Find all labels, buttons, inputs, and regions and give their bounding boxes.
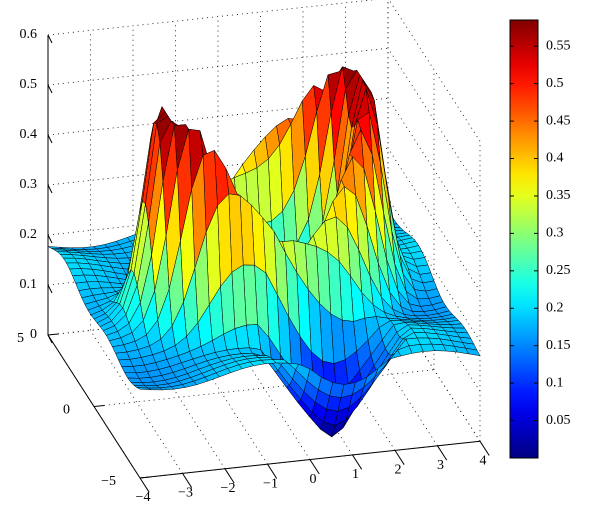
colorbar-tick-label: 0.25 — [546, 263, 571, 278]
axes — [47, 34, 490, 493]
z-tick-label: 0.4 — [20, 127, 38, 142]
x-tick — [267, 463, 278, 479]
colorbar-tick-label: 0.45 — [546, 113, 571, 128]
z-tick-label: 0 — [30, 327, 37, 342]
z-tick — [47, 184, 53, 194]
grid-backwall-z — [47, 47, 389, 86]
x-tick — [479, 440, 490, 456]
x-tick-label: −2 — [221, 481, 236, 496]
x-tick-label: −1 — [263, 476, 278, 491]
tick-labels: −4 −3 −2 −1 0 1 2 3 4−505 00.10.20.30.40.50.6 — [17, 27, 487, 505]
z-tick — [47, 84, 53, 94]
y-tick — [93, 405, 105, 407]
colorbar-tick-label: 0.05 — [546, 413, 571, 428]
colorbar-tick-label: 0.35 — [546, 188, 571, 203]
z-tick-label: 0.5 — [20, 77, 38, 92]
y-tick-label: 0 — [63, 403, 70, 418]
x-tick — [437, 445, 448, 461]
z-tick — [47, 234, 53, 244]
x-tick-label: 4 — [480, 453, 487, 468]
colorbar-tick-label: 0.5 — [546, 76, 564, 91]
y-tick — [139, 476, 151, 479]
colorbar-tick-label: 0.55 — [546, 38, 571, 53]
colorbar-tick-label: 0.3 — [546, 226, 564, 241]
grid-sidewall-z — [387, 197, 481, 342]
surface-mesh — [47, 66, 481, 438]
y-tick-label: −5 — [101, 474, 116, 489]
surface-patch — [136, 387, 152, 391]
grid-floor-y — [93, 369, 435, 407]
y-tick — [47, 333, 59, 336]
grid-backwall-z — [47, 97, 389, 136]
x-tick — [394, 450, 405, 465]
z-tick-label: 0.1 — [20, 277, 38, 292]
x-tick-label: 2 — [395, 463, 402, 478]
grid-sidewall-z — [388, 0, 481, 142]
colorbar-gradient — [509, 19, 539, 459]
colorbar: 0.05 0.1 0.15 0.2 0.25 0.3 0.35 0.4 0.45 0.5 0.55 — [509, 19, 571, 459]
z-tick-label: 0.3 — [20, 177, 38, 192]
x-tick-label: 3 — [437, 458, 444, 473]
x-tick-label: −4 — [136, 490, 151, 505]
z-tick — [47, 34, 53, 44]
colorbar-tick-label: 0.2 — [546, 300, 564, 315]
x-tick — [182, 473, 193, 488]
x-tick — [352, 454, 363, 470]
z-tick — [47, 284, 53, 294]
x-tick — [139, 477, 150, 493]
colorbar-tick-label: 0.4 — [546, 151, 564, 166]
grid-sidewall-z — [387, 97, 481, 242]
z-tick — [47, 134, 53, 144]
y-tick-label: 5 — [17, 331, 24, 346]
colorbar-tick-label: 0.15 — [546, 338, 571, 353]
grid-sidewall-z — [387, 147, 481, 292]
x-tick — [224, 468, 235, 484]
z-tick-label: 0.6 — [20, 27, 38, 42]
colorbar-tick-label: 0.1 — [546, 375, 564, 390]
z-tick — [47, 334, 53, 344]
grid-floor-x — [175, 320, 268, 465]
x-tick-label: −3 — [178, 486, 193, 501]
grid-backwall-z — [47, 0, 376, 36]
grid-floor-x — [345, 302, 438, 447]
x-tick-label: 0 — [310, 472, 317, 487]
grid-sidewall-z — [387, 297, 481, 442]
grid-floor-x — [90, 330, 183, 474]
x-tick — [309, 459, 320, 475]
x-tick-label: 1 — [352, 467, 359, 482]
z-tick-label: 0.2 — [20, 227, 38, 242]
grid-sidewall-z — [387, 47, 481, 192]
